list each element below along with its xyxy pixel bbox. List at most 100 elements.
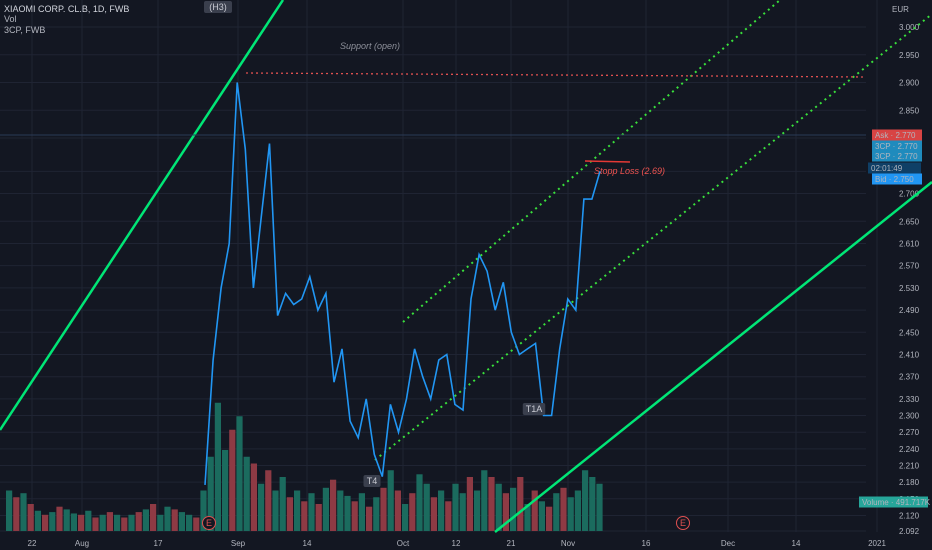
y-tick-label-0: 3.000 [899,23,920,32]
support-line [245,72,867,78]
y-tick-label-1: 2.950 [899,51,920,60]
price-label-bg-5 [859,496,928,508]
volume-bar-81 [589,477,596,531]
y-tick-label-12: 2.450 [899,328,920,337]
y-tick-label-19: 2.210 [899,462,920,471]
wave-label-bg-0 [204,1,232,13]
trend-line-lower [494,181,932,533]
volume-bar-75 [546,506,553,531]
volume-bar-66 [481,470,488,531]
support-label: Support (open) [340,41,400,51]
y-tick-label-22: 2.120 [899,511,920,520]
volume-bar-17 [128,514,135,531]
volume-bar-72 [524,504,531,531]
x-tick-label-10: Dec [721,539,735,548]
event-marker-0 [202,516,216,530]
volume-bar-49 [358,493,365,531]
event-marker-label-1: E [680,518,686,528]
volume-bar-12 [92,517,99,531]
wave-label-0: (H3) [209,2,227,12]
y-tick-label-10: 2.530 [899,284,920,293]
volume-bar-63 [459,493,466,531]
event-marker-label-0: E [206,518,212,528]
volume-bar-34 [250,463,257,531]
volume-bar-62 [452,483,459,531]
wave-label-2: T1A [526,404,543,414]
y-tick-label-13: 2.410 [899,350,920,359]
volume-bar-47 [344,495,351,531]
volume-bar-27 [200,490,207,531]
volume-bar-29 [214,402,221,531]
volume-bar-9 [70,513,77,531]
price-label-4: Bid · 2.750 [875,175,914,184]
volume-bar-15 [114,514,121,531]
x-tick-label-8: Nov [561,539,575,548]
price-label-bg-4 [872,173,922,185]
volume-bar-31 [229,429,236,531]
volume-bar-0 [6,490,13,531]
wave-label-bg-1 [363,475,381,487]
symbol-title: XIAOMI CORP. CL.B, 1D, FWB [4,4,130,14]
y-tick-label-11: 2.490 [899,306,920,315]
volume-bar-51 [373,497,380,531]
volume-bar-41 [301,501,308,531]
price-label-bg-2 [872,150,922,162]
volume-bar-2 [20,493,27,531]
x-tick-label-2: 17 [154,539,163,548]
volume-bar-53 [387,470,394,531]
x-tick-label-7: 21 [507,539,516,548]
y-tick-label-6: 2.700 [899,190,920,199]
volume-bar-30 [222,450,229,531]
y-tick-label-14: 2.370 [899,373,920,382]
volume-bar-40 [294,490,301,531]
price-label-1: 3CP · 2.770 [875,142,918,151]
volume-bar-39 [286,497,293,531]
volume-bar-76 [553,493,560,531]
price-label-3: 02:01:49 [871,164,903,173]
volume-bar-65 [474,490,481,531]
y-tick-label-17: 2.270 [899,428,920,437]
y-tick-label-16: 2.300 [899,412,920,421]
volume-bar-37 [272,490,279,531]
volume-bar-13 [99,514,106,531]
volume-bar-56 [409,493,416,531]
trend-line-upper [0,0,285,431]
stop-loss-line [584,160,631,163]
volume-bar-44 [322,487,329,531]
volume-bar-4 [34,510,41,531]
volume-bar-68 [495,483,502,531]
wave-label-bg-2 [522,403,546,415]
volume-bar-8 [63,509,70,531]
volume-bar-78 [567,497,574,531]
x-tick-label-1: Aug [75,539,89,548]
volume-bar-74 [538,501,545,531]
volume-bar-43 [315,504,322,531]
volume-bar-25 [186,514,193,531]
stop-loss-label: Stopp Loss (2.69) [594,166,665,176]
volume-bar-18 [135,512,142,531]
volume-bar-73 [531,490,538,531]
volume-bar-22 [164,506,171,531]
volume-bar-70 [510,487,517,531]
volume-bar-38 [279,477,286,531]
volume-bar-14 [106,512,113,531]
y-tick-label-15: 2.330 [899,395,920,404]
volume-bar-67 [488,477,495,531]
y-tick-label-20: 2.180 [899,478,920,487]
volume-bar-54 [394,490,401,531]
volume-bar-52 [380,487,387,531]
price-label-2: 3CP · 2.770 [875,152,918,161]
volume-bar-16 [121,517,128,531]
volume-bar-24 [178,512,185,531]
volume-bar-26 [193,517,200,531]
volume-bar-55 [402,504,409,531]
volume-bar-35 [258,483,265,531]
x-tick-label-6: 12 [452,539,461,548]
volume-bar-10 [78,514,85,531]
volume-bar-36 [265,470,272,531]
volume-bar-33 [243,456,250,531]
volume-bar-19 [142,509,149,531]
indicator-vol-label: Vol [4,14,17,24]
